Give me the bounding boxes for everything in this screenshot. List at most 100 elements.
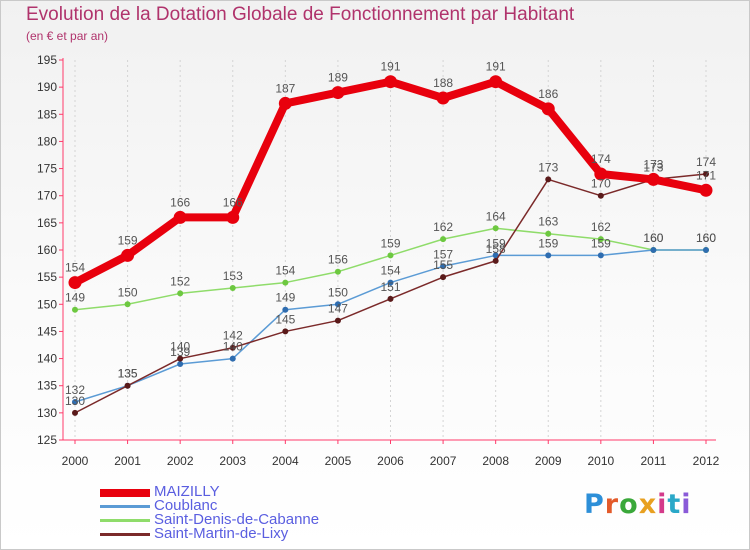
legend-label-maizilly: MAIZILLY bbox=[154, 483, 220, 500]
y-tick-label-160: 160 bbox=[37, 243, 57, 257]
y-tick-label-190: 190 bbox=[37, 80, 57, 94]
data-label-saint-denis-de-cabanne-2008: 164 bbox=[486, 209, 506, 223]
y-tick-label-175: 175 bbox=[37, 162, 57, 176]
point-maizilly-2000 bbox=[68, 276, 82, 290]
data-label-saint-denis-de-cabanne-2006: 159 bbox=[380, 236, 400, 250]
point-saint-martin-de-lixy-2004 bbox=[282, 328, 289, 335]
y-tick-label-130: 130 bbox=[37, 406, 57, 420]
point-maizilly-2006 bbox=[384, 75, 397, 89]
data-label-coublanc-2007: 157 bbox=[433, 247, 453, 261]
data-label-maizilly-2005: 189 bbox=[328, 71, 348, 85]
data-label-saint-martin-de-lixy-2000: 130 bbox=[65, 394, 85, 408]
data-label-coublanc-2004: 149 bbox=[275, 291, 295, 305]
point-maizilly-2003 bbox=[226, 210, 240, 224]
point-saint-martin-de-lixy-2005 bbox=[334, 317, 341, 324]
logo-letter: i bbox=[681, 489, 692, 520]
x-tick-label-2001: 2001 bbox=[114, 454, 141, 468]
point-saint-denis-de-cabanne-2005 bbox=[334, 268, 341, 275]
data-label-coublanc-2011: 160 bbox=[643, 231, 663, 245]
point-saint-denis-de-cabanne-2000 bbox=[72, 306, 78, 313]
y-tick-label-180: 180 bbox=[37, 134, 57, 148]
data-label-saint-denis-de-cabanne-2005: 156 bbox=[328, 253, 348, 267]
point-saint-martin-de-lixy-2000 bbox=[72, 409, 78, 416]
data-label-maizilly-2006: 191 bbox=[380, 60, 400, 74]
point-saint-denis-de-cabanne-2004 bbox=[282, 279, 289, 286]
data-label-saint-martin-de-lixy-2011: 173 bbox=[643, 160, 663, 174]
data-label-saint-martin-de-lixy-2007: 155 bbox=[433, 258, 453, 272]
point-saint-martin-de-lixy-2007 bbox=[440, 274, 447, 281]
point-coublanc-2009 bbox=[545, 252, 552, 259]
data-label-maizilly-2009: 186 bbox=[538, 87, 558, 101]
point-coublanc-2003 bbox=[229, 355, 236, 362]
x-tick-label-2004: 2004 bbox=[272, 454, 299, 468]
logo-letter: o bbox=[619, 489, 639, 520]
y-tick-label-195: 195 bbox=[37, 53, 57, 67]
point-maizilly-2002 bbox=[173, 210, 187, 224]
x-tick-label-2012: 2012 bbox=[693, 454, 720, 468]
point-coublanc-2008 bbox=[492, 252, 499, 259]
data-label-maizilly-2011: 173 bbox=[643, 157, 663, 171]
y-tick-label-145: 145 bbox=[37, 324, 57, 338]
data-label-coublanc-2002: 139 bbox=[170, 345, 190, 359]
data-label-saint-denis-de-cabanne-2009: 163 bbox=[538, 215, 558, 229]
legend-swatch-coublanc bbox=[100, 505, 150, 508]
point-saint-martin-de-lixy-2003 bbox=[229, 344, 236, 351]
legend-label-saint-denis-de-cabanne: Saint-Denis-de-Cabanne bbox=[154, 511, 320, 528]
data-label-maizilly-2002: 166 bbox=[170, 195, 190, 209]
x-tick-label-2011: 2011 bbox=[641, 454, 667, 468]
point-saint-denis-de-cabanne-2007 bbox=[440, 236, 447, 243]
data-label-saint-martin-de-lixy-2005: 147 bbox=[328, 302, 348, 316]
legend-swatch-saint-denis-de-cabanne bbox=[100, 519, 150, 522]
data-label-coublanc-2005: 150 bbox=[328, 285, 348, 299]
point-coublanc-2000 bbox=[72, 399, 78, 405]
y-tick-label-150: 150 bbox=[37, 297, 57, 311]
y-tick-label-135: 135 bbox=[37, 379, 57, 393]
data-label-coublanc-2012: 160 bbox=[696, 231, 716, 245]
point-saint-martin-de-lixy-2006 bbox=[387, 295, 394, 302]
point-coublanc-2005 bbox=[334, 301, 341, 308]
logo-letter: x bbox=[638, 489, 658, 520]
data-label-saint-denis-de-cabanne-2007: 162 bbox=[433, 220, 453, 234]
x-tick-label-2008: 2008 bbox=[482, 454, 509, 468]
chart-subtitle: (en € et par an) bbox=[26, 29, 109, 43]
proxiti-logo: Proxiti bbox=[584, 489, 692, 520]
data-label-maizilly-2012: 171 bbox=[696, 168, 716, 182]
data-label-maizilly-2008: 191 bbox=[486, 60, 506, 74]
data-label-saint-martin-de-lixy-2012: 174 bbox=[696, 155, 716, 169]
point-maizilly-2010 bbox=[594, 167, 608, 181]
data-label-maizilly-2001: 159 bbox=[118, 233, 138, 247]
data-label-coublanc-2003: 140 bbox=[223, 340, 243, 354]
point-saint-martin-de-lixy-2010 bbox=[597, 192, 604, 199]
y-tick-label-140: 140 bbox=[37, 352, 57, 366]
data-label-saint-denis-de-cabanne-2003: 153 bbox=[223, 269, 243, 283]
x-tick-label-2010: 2010 bbox=[587, 454, 614, 468]
data-label-saint-martin-de-lixy-2006: 151 bbox=[380, 280, 400, 294]
data-label-coublanc-2001: 135 bbox=[118, 367, 138, 381]
point-maizilly-2007 bbox=[436, 91, 450, 105]
point-saint-denis-de-cabanne-2002 bbox=[177, 290, 184, 297]
point-saint-martin-de-lixy-2012 bbox=[703, 171, 709, 177]
x-tick-label-2006: 2006 bbox=[377, 454, 404, 468]
data-label-coublanc-2000: 132 bbox=[65, 383, 85, 397]
y-tick-label-165: 165 bbox=[37, 216, 57, 230]
y-tick-label-185: 185 bbox=[37, 107, 57, 121]
data-label-saint-martin-de-lixy-2003: 142 bbox=[223, 329, 243, 343]
point-maizilly-2012 bbox=[699, 183, 713, 197]
data-label-saint-martin-de-lixy-2004: 145 bbox=[275, 312, 295, 326]
x-tick-label-2005: 2005 bbox=[325, 454, 352, 468]
point-saint-denis-de-cabanne-2006 bbox=[387, 252, 394, 259]
point-maizilly-2011 bbox=[646, 172, 660, 186]
data-label-saint-denis-de-cabanne-2012: 160 bbox=[696, 231, 716, 245]
point-saint-denis-de-cabanne-2003 bbox=[229, 285, 236, 291]
data-label-saint-denis-de-cabanne-2004: 154 bbox=[275, 264, 295, 278]
point-saint-martin-de-lixy-2008 bbox=[492, 257, 499, 264]
y-tick-label-125: 125 bbox=[37, 433, 57, 447]
point-saint-martin-de-lixy-2009 bbox=[545, 176, 552, 183]
y-tick-label-170: 170 bbox=[37, 189, 57, 203]
data-label-maizilly-2007: 188 bbox=[433, 76, 453, 90]
x-tick-label-2000: 2000 bbox=[62, 454, 89, 468]
legend-label-coublanc: Coublanc bbox=[154, 497, 218, 514]
legend-swatch-saint-martin-de-lixy bbox=[100, 533, 150, 536]
data-label-saint-denis-de-cabanne-2000: 149 bbox=[65, 291, 85, 305]
